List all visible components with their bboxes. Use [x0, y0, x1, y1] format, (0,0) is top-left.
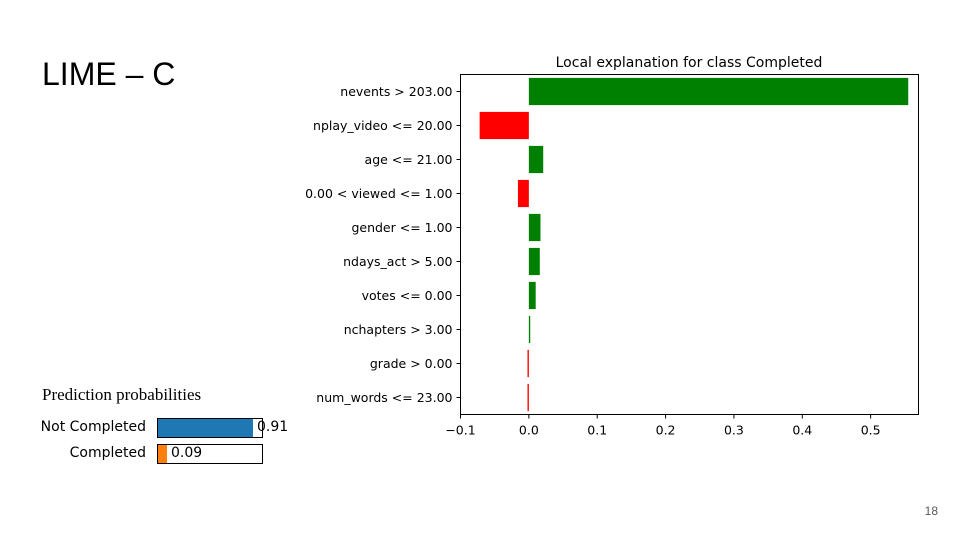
bar-3 [517, 179, 529, 208]
bar-6 [528, 281, 536, 310]
prediction-probabilities-title: Prediction probabilities [42, 385, 202, 404]
bar-2 [528, 145, 544, 174]
y-tick-label-5: ndays_act > 5.00 [343, 254, 452, 269]
y-tick-label-9: num_words <= 23.00 [316, 390, 452, 405]
probability-bar-frame [157, 444, 263, 464]
y-tick-label-8: grade > 0.00 [370, 356, 453, 371]
y-tick-label-3: 0.00 < viewed <= 1.00 [305, 186, 452, 201]
probability-bar-frame [157, 418, 263, 438]
probability-row-completed: Completed 0.09 [0, 444, 320, 466]
x-tick-label-3: 0.2 [656, 423, 676, 438]
bar-9 [527, 383, 529, 412]
probability-value: 0.91 [257, 419, 289, 435]
bar-0 [528, 77, 909, 106]
bar-5 [528, 247, 540, 276]
probability-bar-fill [158, 419, 253, 437]
probability-label: Completed [69, 445, 146, 461]
y-tick-label-6: votes <= 0.00 [362, 288, 453, 303]
x-tick-label-0: −0.1 [445, 423, 475, 438]
x-tick-label-6: 0.5 [861, 423, 881, 438]
bar-8 [527, 349, 529, 378]
slide-number: 18 [924, 504, 938, 518]
bar-4 [528, 213, 541, 242]
x-tick-label-5: 0.4 [792, 423, 812, 438]
x-tick-label-2: 0.1 [587, 423, 607, 438]
y-tick-labels: nevents > 203.00 nplay_video <= 20.00 age … [305, 84, 461, 405]
plot-frame [460, 74, 919, 415]
chart-title: Local explanation for class Completed [556, 55, 823, 71]
y-tick-label-7: nchapters > 3.00 [344, 322, 453, 337]
probability-value: 0.09 [171, 445, 203, 461]
bars-layer [479, 77, 909, 412]
y-tick-label-4: gender <= 1.00 [351, 220, 452, 235]
probability-label: Not Completed [40, 419, 146, 435]
probability-row-not-completed: Not Completed 0.91 [0, 418, 320, 440]
y-tick-label-0: nevents > 203.00 [340, 84, 452, 99]
x-tick-label-4: 0.3 [724, 423, 744, 438]
y-tick-label-2: age <= 21.00 [365, 152, 453, 167]
bar-7 [528, 315, 531, 344]
y-tick-label-1: nplay_video <= 20.00 [313, 118, 453, 133]
probability-bar-fill [158, 445, 167, 463]
slide-title: LIME – C [42, 56, 176, 92]
x-axis-ticks: −0.1 0.0 0.1 0.2 0.3 0.4 0.5 [445, 414, 881, 438]
x-tick-label-1: 0.0 [519, 423, 539, 438]
bar-1 [479, 111, 529, 140]
